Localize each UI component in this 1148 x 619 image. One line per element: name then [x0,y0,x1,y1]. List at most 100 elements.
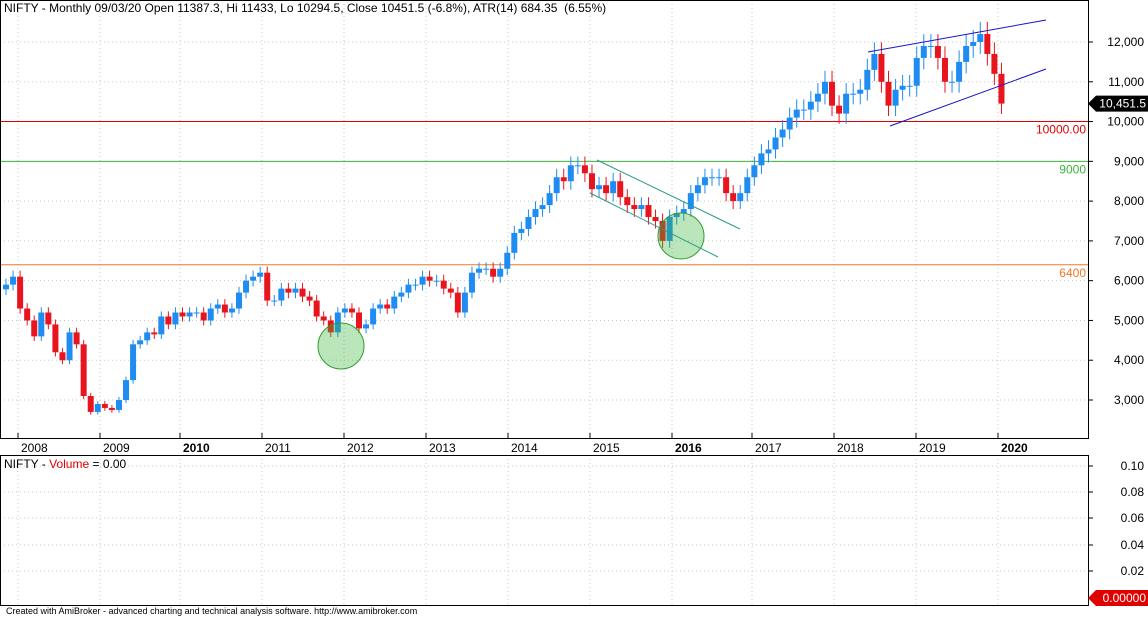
candle-body [871,53,878,70]
x-tick-label: 2019 [919,441,946,455]
candle-body [299,288,306,297]
candle-body [73,332,80,345]
y-tick-label: 7,000 [1114,234,1144,248]
candle-body [193,312,200,314]
candle-body [440,280,447,289]
candle-body [511,232,518,253]
candle-body [716,177,723,179]
candle-body [257,272,264,277]
candle-body [348,308,355,313]
candle-body [130,344,137,381]
candle-body [158,316,165,335]
level-label: 9000 [1059,162,1086,176]
candle-body [264,272,271,301]
candle-body [744,177,751,194]
vol-y-tick-label: 0.04 [1121,538,1145,552]
candle-body [334,312,341,333]
candle-body [800,109,807,111]
y-tick-label: 12,000 [1107,35,1144,49]
candle-body [807,101,814,110]
candle-body [659,221,666,241]
candle-body [709,177,715,179]
candle-body [567,165,574,182]
trend-overlays [317,19,1047,370]
candle-body [885,81,892,106]
x-tick-label: 2011 [265,441,291,455]
candle-body [221,304,228,313]
x-tick-label: 2009 [103,441,130,455]
candle-body [680,209,687,214]
candle-body [94,403,101,412]
candle-body [285,288,292,293]
candle-body [391,296,398,309]
volume-pane-frame [0,455,1089,606]
candle-body [934,45,941,58]
candle-body [228,308,235,313]
candle-body [214,304,221,309]
volume-symbol: NIFTY - [4,457,50,471]
candle-body [941,57,948,82]
candle-body [772,137,779,150]
x-tick-label: 2012 [347,441,374,455]
candle-body [341,308,348,313]
y-tick-label: 9,000 [1114,154,1144,168]
candle-body [101,403,108,408]
wedge-lower-line [889,68,1047,127]
candle-body [963,45,970,62]
candle-body [829,81,836,106]
chart-header: NIFTY - Monthly 09/03/20 Open 11387.3, H… [4,1,607,15]
candle-body [250,276,257,281]
candle-body [892,89,899,106]
candle-body [624,197,631,206]
x-tick-label: 2014 [511,441,538,455]
candle-body [701,177,708,186]
candle-body [3,284,9,290]
candle-body [596,185,603,190]
candle-body [560,177,567,182]
vol-y-tick-label: 0.06 [1121,511,1145,525]
y-tick-label: 11,000 [1108,75,1144,89]
vol-last-label: 0.00000 [1103,591,1147,605]
y-tick-label: 10,000 [1107,115,1144,129]
candle-body [525,217,532,229]
candle-body [878,53,885,82]
candle-body [906,85,913,87]
candle-body [497,268,504,277]
x-tick-label: 2008 [21,441,48,455]
support-circle-2011 [317,322,365,370]
candle-body [553,177,560,194]
x-tick-label: 2020 [1001,441,1028,455]
candle-body [24,308,31,321]
candle-body [31,320,38,337]
candle-body [433,280,440,282]
candle-body [52,324,59,353]
candle-body [327,320,334,333]
candle-body [377,304,384,309]
candle-body [927,45,934,47]
candle-body [123,380,130,400]
candle-body [243,280,250,293]
x-tick-label: 2017 [755,441,782,455]
candle-body [45,312,52,325]
candle-body [172,312,179,325]
candle-body [574,165,581,167]
candle-body [765,149,772,154]
candle-body [200,312,207,321]
grid-lines [0,0,1088,605]
candle-body [292,288,299,293]
candle-body [59,352,66,361]
y-tick-label: 8,000 [1114,194,1144,208]
vol-y-tick-label: 0.08 [1121,485,1145,499]
axes: 2008 2009 2010 2011 2012 2013 2014 2015 2016 2017… [0,0,1148,606]
candle-body [165,316,172,325]
candle-body [546,193,553,206]
candle-body [737,193,744,202]
candle-body [673,213,680,218]
candle-body [970,42,977,46]
vol-last-marker [1088,590,1148,606]
candle-body [984,34,991,54]
candle-body [461,292,468,313]
candle-body [821,81,828,94]
candle-body [652,217,659,221]
